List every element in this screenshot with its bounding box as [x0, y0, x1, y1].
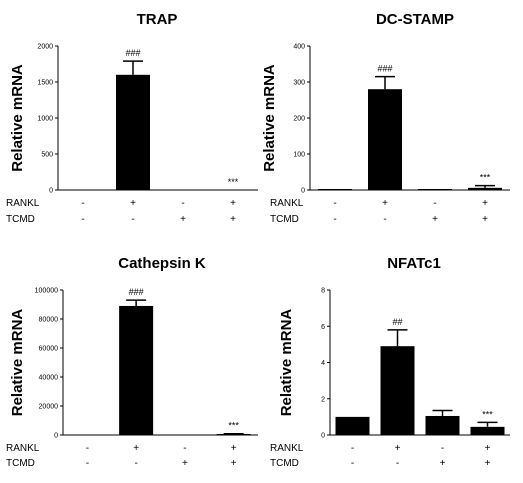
y-tick-label: 100	[293, 152, 305, 159]
chart-panel: TRAP Relative mRNA 0 500 1000 1500 2000 ### *** R…	[6, 11, 258, 225]
y-axis-label: Relative mRNA	[261, 64, 278, 172]
condition-label: TCMD	[6, 214, 35, 225]
chart-title: Cathepsin K	[118, 255, 206, 272]
significance-mark: ***	[480, 173, 491, 183]
condition-label: TCMD	[270, 214, 299, 225]
condition-sign: +	[482, 214, 488, 225]
significance-mark: ###	[125, 48, 140, 58]
condition-sign: +	[395, 443, 401, 454]
condition-sign: -	[433, 198, 436, 209]
y-tick-label: 100000	[35, 288, 58, 295]
condition-sign: +	[485, 443, 491, 454]
condition-sign: +	[230, 198, 236, 209]
significance-mark: ***	[482, 409, 493, 419]
condition-label: RANKL	[270, 198, 304, 209]
y-tick-label: 60000	[39, 346, 59, 353]
bar	[470, 426, 505, 435]
condition-label: RANKL	[6, 443, 40, 454]
y-tick-label: 0	[49, 188, 53, 195]
condition-sign: -	[81, 214, 84, 225]
y-tick-label: 1000	[37, 116, 53, 123]
y-tick-label: 0	[321, 433, 325, 440]
y-tick-label: 400	[293, 44, 305, 51]
condition-sign: -	[181, 198, 184, 209]
condition-sign: +	[440, 458, 446, 469]
condition-sign: -	[396, 458, 399, 469]
condition-label: TCMD	[270, 458, 299, 469]
condition-sign: -	[134, 458, 137, 469]
y-axis-label: Relative mRNA	[9, 309, 26, 417]
y-tick-label: 2	[321, 396, 325, 403]
condition-sign: +	[182, 458, 188, 469]
condition-label: RANKL	[270, 443, 304, 454]
y-axis-label: Relative mRNA	[278, 309, 295, 417]
condition-sign: -	[81, 198, 84, 209]
condition-sign: +	[133, 443, 139, 454]
condition-label: TCMD	[6, 458, 35, 469]
y-tick-label: 0	[54, 433, 58, 440]
y-axis-label: Relative mRNA	[9, 64, 26, 172]
chart-title: NFATc1	[387, 255, 441, 272]
significance-mark: ###	[377, 64, 392, 74]
bar	[425, 415, 460, 435]
condition-sign: +	[130, 198, 136, 209]
condition-label: RANKL	[6, 198, 40, 209]
y-tick-label: 500	[41, 152, 53, 159]
y-tick-label: 200	[293, 116, 305, 123]
y-tick-label: 1500	[37, 80, 53, 87]
significance-mark: ###	[129, 287, 144, 297]
y-tick-label: 6	[321, 324, 325, 331]
y-tick-label: 300	[293, 80, 305, 87]
bar	[216, 434, 251, 435]
condition-sign: -	[441, 443, 444, 454]
condition-sign: -	[333, 198, 336, 209]
condition-sign: -	[351, 443, 354, 454]
condition-sign: +	[432, 214, 438, 225]
significance-mark: ##	[392, 317, 402, 327]
bar	[418, 189, 452, 190]
bar	[335, 416, 370, 435]
y-tick-label: 0	[301, 188, 305, 195]
y-tick-label: 40000	[39, 375, 59, 382]
chart-title: TRAP	[137, 11, 178, 28]
y-tick-label: 2000	[37, 44, 53, 51]
y-tick-label: 80000	[39, 317, 59, 324]
condition-sign: -	[333, 214, 336, 225]
y-tick-label: 8	[321, 288, 325, 295]
y-tick-label: 20000	[39, 404, 59, 411]
condition-sign: +	[180, 214, 186, 225]
chart-panel: Cathepsin K Relative mRNA 0 20000 40000 60000…	[6, 255, 258, 469]
condition-sign: -	[131, 214, 134, 225]
condition-sign: -	[383, 214, 386, 225]
chart-panel: DC-STAMP Relative mRNA 0 100 200 300 400 ### ***…	[261, 11, 510, 225]
condition-sign: +	[482, 198, 488, 209]
significance-mark: ***	[228, 177, 239, 187]
bar	[119, 305, 154, 435]
bar	[368, 89, 402, 190]
bar	[116, 74, 150, 190]
bar	[318, 189, 352, 190]
condition-sign: +	[230, 214, 236, 225]
condition-sign: +	[231, 443, 237, 454]
condition-sign: +	[231, 458, 237, 469]
bar	[468, 187, 502, 190]
chart-panel: NFATc1 Relative mRNA 0 2 4 6 8 ## *** RANKL - + - + TC…	[270, 255, 510, 469]
condition-sign: -	[351, 458, 354, 469]
condition-sign: -	[183, 443, 186, 454]
condition-sign: +	[382, 198, 388, 209]
condition-sign: -	[86, 458, 89, 469]
chart-title: DC-STAMP	[376, 11, 454, 28]
condition-sign: +	[485, 458, 491, 469]
condition-sign: -	[86, 443, 89, 454]
y-tick-label: 4	[321, 360, 325, 367]
bar	[380, 346, 415, 435]
significance-mark: ***	[228, 421, 239, 431]
